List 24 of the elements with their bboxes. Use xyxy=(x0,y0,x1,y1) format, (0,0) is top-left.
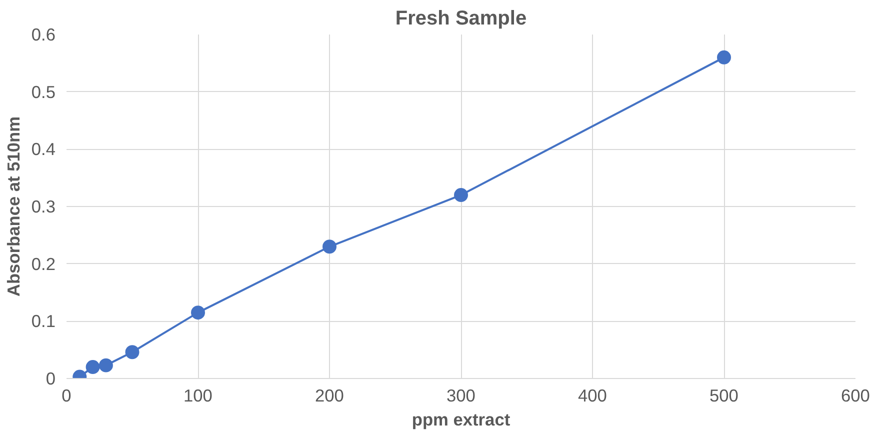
y-tick-label: 0 xyxy=(46,368,56,388)
x-tick-label: 200 xyxy=(315,386,344,406)
point xyxy=(191,306,205,320)
x-axis-title: ppm extract xyxy=(412,410,510,430)
y-tick-label: 0.5 xyxy=(31,82,56,102)
y-tick-label: 0.4 xyxy=(31,139,56,160)
point xyxy=(717,50,731,64)
y-axis-title: Absorbance at 510nm xyxy=(3,116,24,297)
y-tick-label: 0.1 xyxy=(31,311,56,332)
point xyxy=(98,358,113,372)
point xyxy=(454,188,468,202)
y-tick-label: 0.3 xyxy=(31,196,56,216)
x-tick-label: 500 xyxy=(710,386,738,406)
y-tick-label: 0.6 xyxy=(31,24,56,44)
x-tick-label: 400 xyxy=(578,386,607,406)
y-tick-label: 0.2 xyxy=(31,254,56,274)
point xyxy=(125,345,140,360)
x-tick-label: 300 xyxy=(446,386,476,406)
x-tick-label: 0 xyxy=(62,386,72,406)
point xyxy=(86,360,100,374)
point xyxy=(322,240,336,254)
x-tick-label: 100 xyxy=(184,386,212,406)
chart-title: Fresh Sample xyxy=(395,8,527,30)
x-tick-label: 600 xyxy=(841,386,870,406)
